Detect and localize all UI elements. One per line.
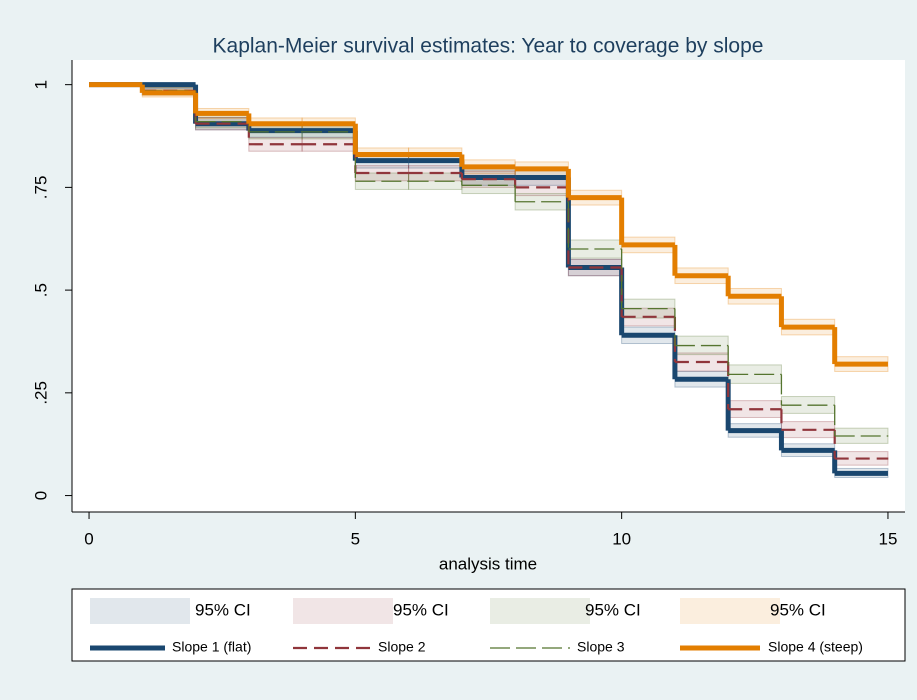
x-axis-label: analysis time <box>439 554 537 573</box>
y-tick-label: 0 <box>31 491 50 500</box>
legend-ci-label: 95% CI <box>585 600 641 619</box>
legend <box>71 588 906 662</box>
plot-area <box>72 60 905 512</box>
legend-ci-swatch <box>90 598 190 624</box>
chart-title: Kaplan-Meier survival estimates: Year to… <box>213 35 764 58</box>
legend-ci-swatch <box>680 598 780 624</box>
y-tick-label: .5 <box>31 283 50 297</box>
legend-ci-label: 95% CI <box>195 600 251 619</box>
x-tick-label: 10 <box>612 529 631 548</box>
x-tick-label: 15 <box>878 529 897 548</box>
legend-label: Slope 1 (flat) <box>172 639 251 655</box>
legend-label: Slope 3 <box>577 639 625 655</box>
y-tick-label: .75 <box>31 176 50 200</box>
legend-label: Slope 2 <box>378 639 426 655</box>
x-tick-label: 5 <box>351 529 360 548</box>
y-tick-label: .25 <box>31 381 50 405</box>
legend-ci-swatch <box>490 598 590 624</box>
x-tick-label: 0 <box>84 529 93 548</box>
legend-ci-swatch <box>293 598 393 624</box>
legend-label: Slope 4 (steep) <box>768 639 863 655</box>
y-tick-label: 1 <box>31 80 50 89</box>
legend-ci-label: 95% CI <box>770 600 826 619</box>
legend-ci-label: 95% CI <box>393 600 449 619</box>
